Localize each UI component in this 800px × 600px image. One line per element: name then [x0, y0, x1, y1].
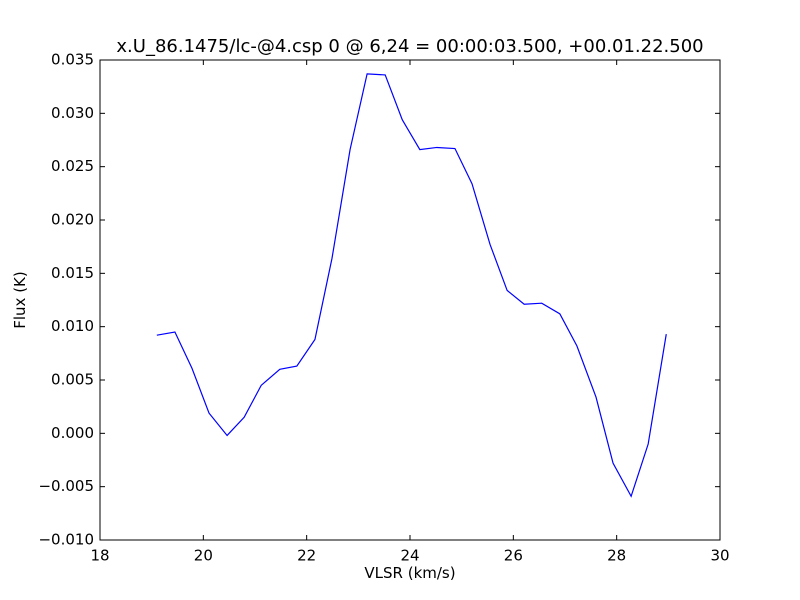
- x-tick-label: 26: [504, 547, 523, 565]
- y-axis-label: Flux (K): [11, 271, 29, 329]
- x-tick-label: 28: [607, 547, 626, 565]
- y-tick-label: 0.000: [51, 424, 94, 442]
- chart-title: x.U_86.1475/lc-@4.csp 0 @ 6,24 = 00:00:0…: [116, 36, 703, 57]
- y-tick-label: 0.030: [51, 104, 94, 122]
- y-tick-label: −0.010: [38, 531, 94, 549]
- y-tick-label: 0.025: [51, 157, 94, 175]
- x-tick-label: 30: [710, 547, 729, 565]
- x-tick-label: 18: [90, 547, 109, 565]
- x-tick-label: 22: [297, 547, 316, 565]
- x-tick-label: 24: [400, 547, 419, 565]
- y-tick-label: 0.015: [51, 264, 94, 282]
- y-tick-label: 0.035: [51, 51, 94, 69]
- y-tick-label: 0.020: [51, 211, 94, 229]
- y-tick-label: 0.005: [51, 371, 94, 389]
- data-line: [156, 73, 667, 498]
- y-tick-label: −0.005: [38, 477, 94, 495]
- y-tick-label: 0.010: [51, 317, 94, 335]
- x-axis-label: VLSR (km/s): [364, 564, 455, 582]
- x-tick-label: 20: [194, 547, 213, 565]
